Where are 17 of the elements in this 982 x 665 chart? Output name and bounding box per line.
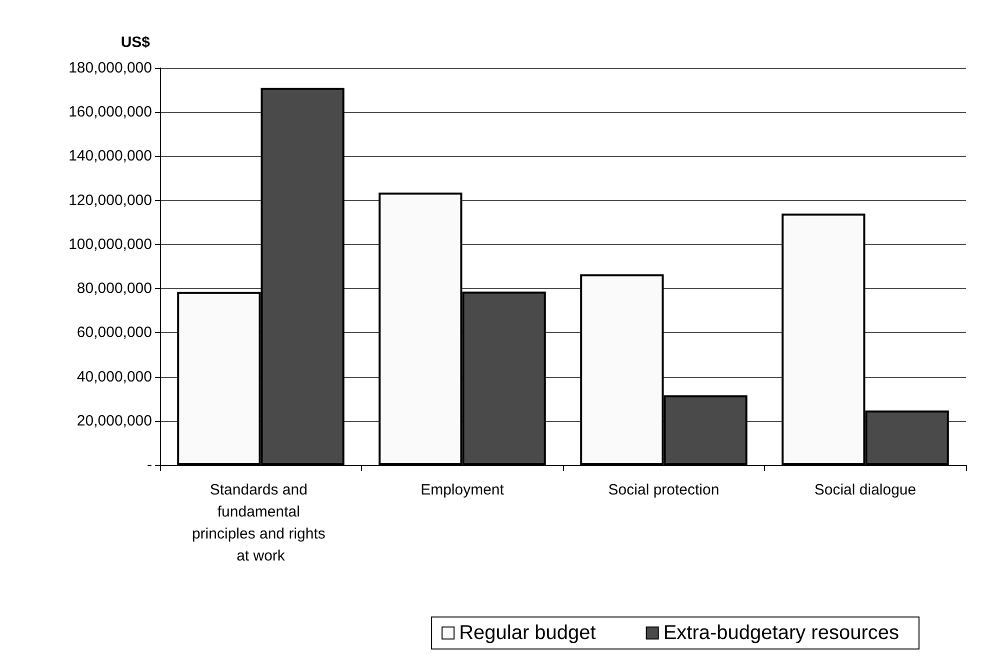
x-tick-label: Standards and fundamental principles and rights at work: [192, 482, 330, 564]
y-tick-label: 160,000,000: [68, 104, 152, 121]
y-tick-label: 140,000,000: [68, 148, 152, 165]
y-tick-label: 80,000,000: [76, 280, 152, 298]
y-tick-label: 60,000,000: [76, 324, 152, 342]
y-tick-label: 180,000,000: [68, 60, 152, 76]
y-tick-label: 40,000,000: [76, 368, 152, 386]
legend-label: Regular budget: [459, 622, 596, 644]
x-tick-label: Social protection: [608, 482, 720, 498]
y-tick-label: -: [147, 456, 152, 474]
x-tick-label: Social dialogue: [814, 482, 916, 498]
x-tick-label: Employment: [420, 482, 505, 498]
legend-label: Extra-budgetary resources: [663, 622, 900, 644]
y-tick-label: 20,000,000: [76, 412, 152, 430]
y-axis-title: US$: [120, 34, 151, 51]
y-tick-label: 120,000,000: [68, 192, 152, 209]
y-tick-label: 100,000,000: [68, 236, 152, 253]
